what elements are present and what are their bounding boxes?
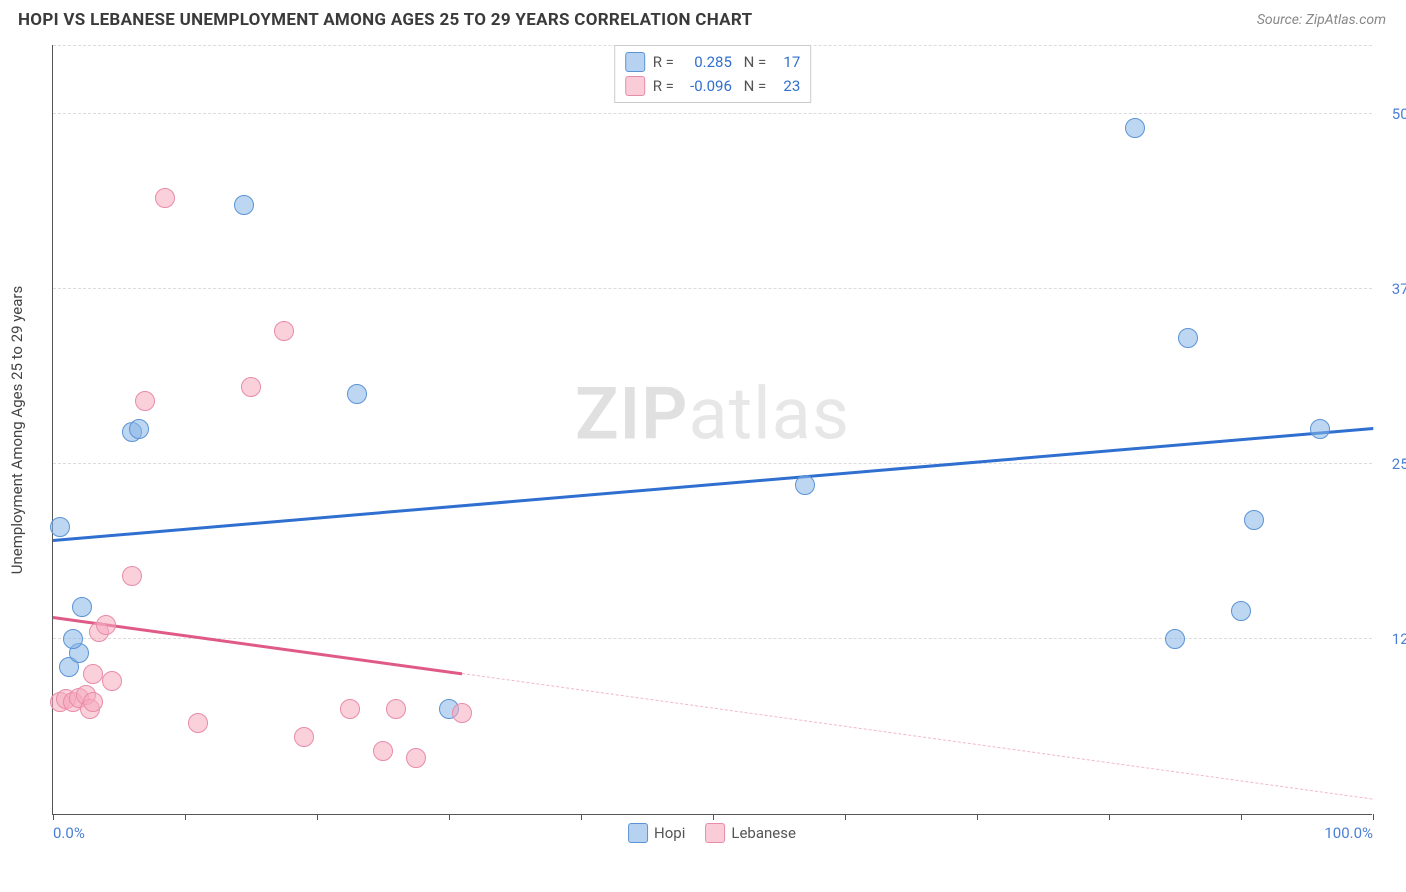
gridline xyxy=(53,288,1372,289)
data-point xyxy=(386,699,406,719)
legend-item-hopi: Hopi xyxy=(628,823,685,843)
x-tick xyxy=(317,814,318,820)
data-point xyxy=(63,629,83,649)
legend-correlation: R = 0.285 N = 17 R = -0.096 N = 23 xyxy=(614,45,812,103)
y-axis-label: Unemployment Among Ages 25 to 29 years xyxy=(8,286,26,574)
legend-row-hopi: R = 0.285 N = 17 xyxy=(625,50,801,74)
x-tick xyxy=(1109,814,1110,820)
data-point xyxy=(406,748,426,768)
data-point xyxy=(188,713,208,733)
legend-r-label: R = xyxy=(653,77,674,95)
data-point xyxy=(340,699,360,719)
legend-row-lebanese: R = -0.096 N = 23 xyxy=(625,74,801,98)
x-tick xyxy=(185,814,186,820)
data-point xyxy=(129,419,149,439)
x-tick xyxy=(449,814,450,820)
legend-r-label: R = xyxy=(653,53,674,71)
x-tick xyxy=(53,814,54,820)
legend-item-lebanese: Lebanese xyxy=(705,823,796,843)
data-point xyxy=(1178,328,1198,348)
x-tick xyxy=(1241,814,1242,820)
legend-label-lebanese: Lebanese xyxy=(731,824,796,842)
legend-n-value-lebanese: 23 xyxy=(774,77,800,95)
data-point xyxy=(83,664,103,684)
data-point xyxy=(1165,629,1185,649)
data-point xyxy=(122,566,142,586)
legend-n-label: N = xyxy=(740,77,766,95)
data-point xyxy=(50,517,70,537)
legend-r-value-lebanese: -0.096 xyxy=(682,77,732,95)
data-point xyxy=(83,692,103,712)
data-point xyxy=(155,188,175,208)
legend-label-hopi: Hopi xyxy=(654,824,685,842)
x-tick-label: 0.0% xyxy=(53,824,85,842)
data-point xyxy=(452,703,472,723)
x-tick-label: 100.0% xyxy=(1324,824,1373,842)
data-point xyxy=(102,671,122,691)
x-tick xyxy=(845,814,846,820)
legend-r-value-hopi: 0.285 xyxy=(682,53,732,71)
data-point xyxy=(347,384,367,404)
data-point xyxy=(241,377,261,397)
legend-swatch-blue-icon xyxy=(628,823,648,843)
data-point xyxy=(373,741,393,761)
data-point xyxy=(795,475,815,495)
y-tick-label: 25.0% xyxy=(1377,455,1406,473)
chart-container: Unemployment Among Ages 25 to 29 years Z… xyxy=(52,45,1372,815)
data-point xyxy=(1231,601,1251,621)
x-tick xyxy=(1373,814,1374,820)
gridline xyxy=(53,113,1372,114)
x-tick xyxy=(977,814,978,820)
chart-source: Source: ZipAtlas.com xyxy=(1257,12,1386,28)
plot-area: ZIPatlas R = 0.285 N = 17 R = -0.096 N =… xyxy=(52,45,1372,815)
data-point xyxy=(135,391,155,411)
gridline xyxy=(53,463,1372,464)
legend-n-label: N = xyxy=(740,53,766,71)
data-point xyxy=(72,597,92,617)
trendline xyxy=(462,673,1373,800)
data-point xyxy=(1310,419,1330,439)
y-tick-label: 37.5% xyxy=(1377,280,1406,298)
data-point xyxy=(96,615,116,635)
chart-header: HOPI VS LEBANESE UNEMPLOYMENT AMONG AGES… xyxy=(0,0,1406,35)
watermark: ZIPatlas xyxy=(575,372,850,457)
data-point xyxy=(234,195,254,215)
chart-title: HOPI VS LEBANESE UNEMPLOYMENT AMONG AGES… xyxy=(18,10,752,30)
data-point xyxy=(274,321,294,341)
legend-series: Hopi Lebanese xyxy=(628,823,796,843)
legend-n-value-hopi: 17 xyxy=(774,53,800,71)
x-tick xyxy=(581,814,582,820)
trendline xyxy=(53,427,1373,541)
x-tick xyxy=(713,814,714,820)
data-point xyxy=(1244,510,1264,530)
y-tick-label: 50.0% xyxy=(1377,105,1406,123)
data-point xyxy=(1125,118,1145,138)
y-tick-label: 12.5% xyxy=(1377,630,1406,648)
legend-swatch-blue xyxy=(625,52,645,72)
data-point xyxy=(294,727,314,747)
legend-swatch-pink-icon xyxy=(705,823,725,843)
legend-swatch-pink xyxy=(625,76,645,96)
